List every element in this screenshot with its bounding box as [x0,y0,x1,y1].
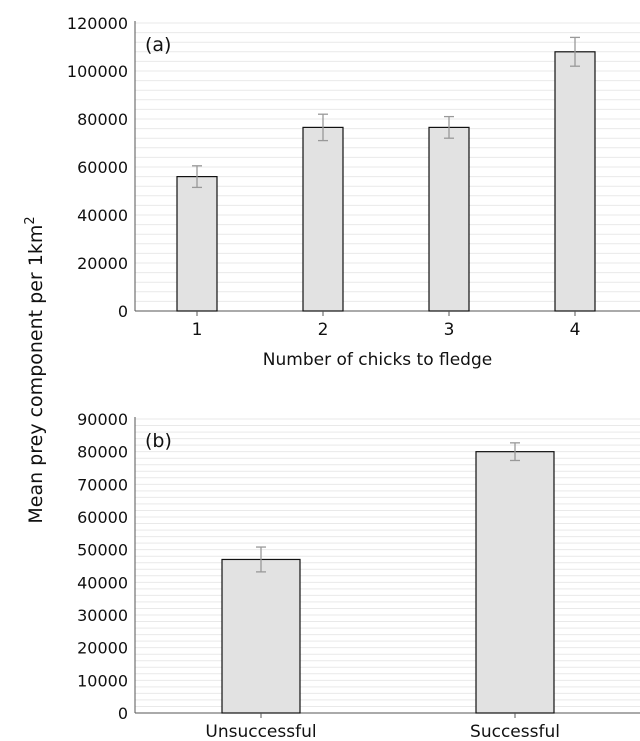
y-tick-label: 40000 [77,206,128,225]
y-tick-label: 90000 [77,410,128,429]
bar [221,558,301,714]
bar [475,451,555,714]
panel-label: (a) [145,34,171,56]
x-axis-title: Number of chicks to fledge [263,350,492,370]
bar [176,176,218,312]
y-tick-label: 30000 [77,606,128,625]
y-tick-label: 60000 [77,158,128,177]
x-tick-label: 2 [318,320,329,340]
y-tick-label: 80000 [77,110,128,129]
y-tick-label: 10000 [77,671,128,690]
x-tick-label: Unsuccessful [205,722,316,741]
shared-y-axis-label: Mean prey component per 1km2 [23,216,47,523]
x-tick-label: 3 [444,320,455,340]
y-tick-label: 100000 [67,62,128,81]
y-tick-label: 70000 [77,475,128,494]
y-tick-label: 0 [118,704,128,723]
y-tick-label: 50000 [77,541,128,560]
chart-panel-a: 0 20000 40000 60000 80000 100000 120000 1 2 3 4 Num… [67,14,640,370]
y-tick-label: 20000 [77,254,128,273]
x-tick-label: 4 [570,320,581,340]
y-tick-label: 20000 [77,639,128,658]
y-tick-label: 120000 [67,14,128,33]
y-tick-label: 80000 [77,443,128,462]
y-tick-label: 0 [118,302,128,321]
chart-panel-b: 0 10000 20000 30000 40000 50000 60000 70000 8000… [77,410,640,741]
x-tick-label: 1 [192,320,203,340]
bar [302,126,344,312]
bar [554,51,596,312]
x-tick-label: Successful [470,722,560,741]
y-tick-label: 40000 [77,573,128,592]
panel-label: (b) [145,430,172,452]
bar [428,126,470,312]
y-tick-label: 60000 [77,508,128,527]
